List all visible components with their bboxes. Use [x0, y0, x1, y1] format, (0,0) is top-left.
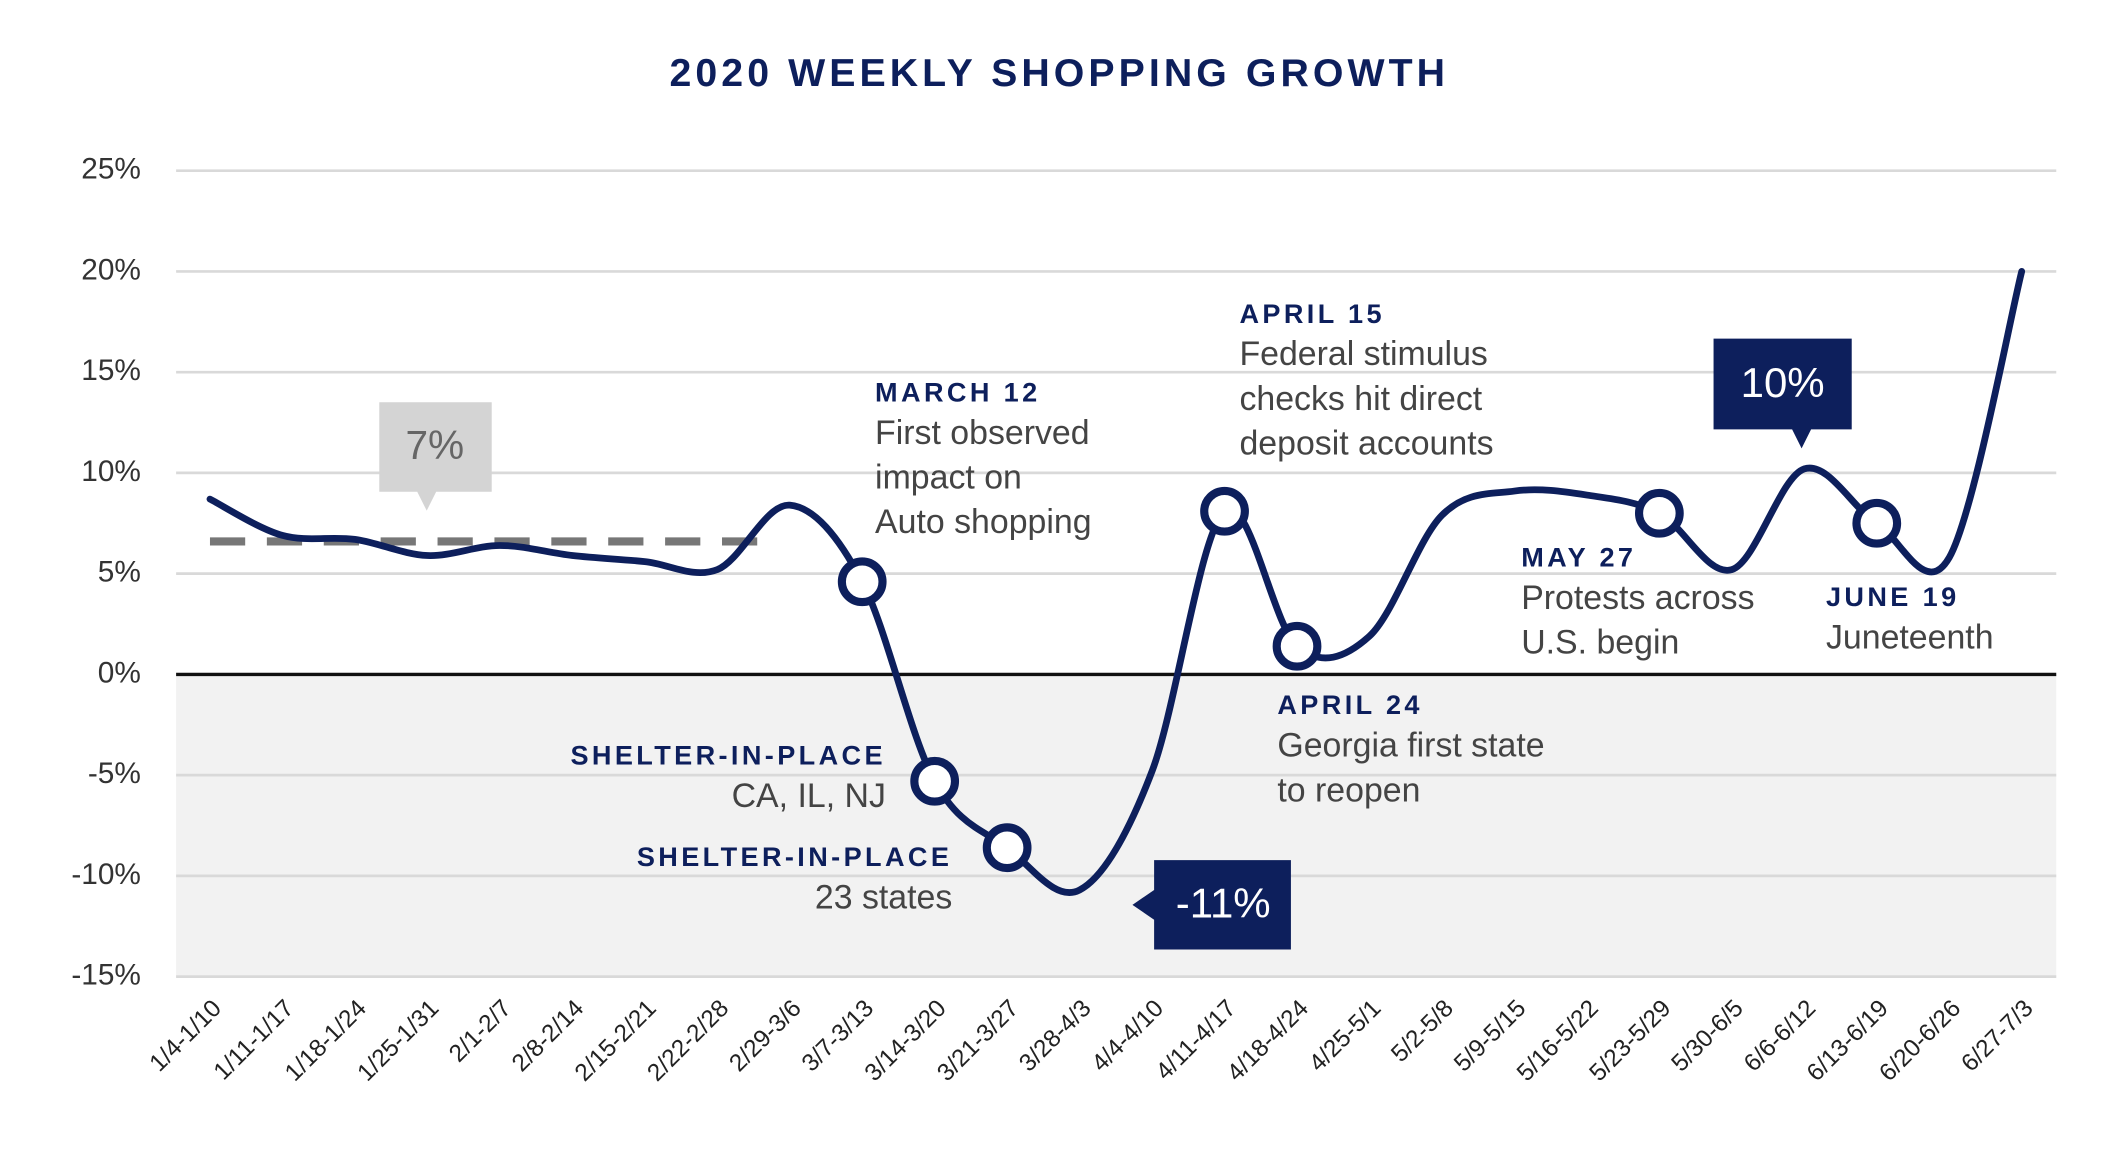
- y-tick-label: 5%: [98, 556, 141, 589]
- y-tick-label: 15%: [81, 354, 141, 387]
- y-tick-label: -10%: [71, 858, 141, 891]
- max-callout-label: 10%: [1741, 359, 1825, 406]
- highlight-marker: [1200, 486, 1249, 536]
- annotation-title: MARCH 12: [875, 376, 1041, 407]
- min-callout-label: -11%: [1176, 879, 1271, 926]
- y-tick-label: -15%: [71, 959, 141, 992]
- annotation-text: Georgia first state: [1277, 727, 1544, 765]
- annotation-text: U.S. begin: [1521, 624, 1679, 662]
- y-tick-label: -5%: [88, 757, 141, 790]
- annotation-text: Juneteenth: [1826, 618, 1994, 656]
- annotation-title: MAY 27: [1521, 542, 1636, 573]
- series-line: [206, 268, 2026, 896]
- min-callout-box: [1132, 860, 1291, 950]
- annotation-text: First observed: [875, 414, 1090, 452]
- annotation-title: SHELTER-IN-PLACE: [570, 739, 885, 770]
- annotation-text: impact on: [875, 458, 1022, 496]
- annotation-text: Protests across: [1521, 579, 1754, 617]
- highlight-marker: [1634, 488, 1684, 538]
- annotation-text: deposit accounts: [1239, 425, 1493, 463]
- y-tick-label: 20%: [81, 253, 141, 286]
- annotation-text: Auto shopping: [875, 503, 1092, 541]
- annotation-text: checks hit direct: [1239, 380, 1482, 418]
- annotation-text: Federal stimulus: [1239, 335, 1487, 373]
- annotation-title: SHELTER-IN-PLACE: [637, 841, 952, 872]
- y-tick-label: 10%: [81, 455, 141, 488]
- annotation-text: to reopen: [1277, 771, 1420, 809]
- highlight-marker: [1852, 498, 1902, 548]
- highlight-marker: [910, 756, 960, 806]
- negative-area: [176, 674, 2057, 977]
- highlight-marker: [837, 557, 887, 607]
- annotation-text: CA, IL, NJ: [732, 777, 886, 815]
- y-tick-label: 25%: [81, 153, 141, 186]
- reference-callout-box: [379, 402, 492, 511]
- annotation-title: JUNE 19: [1826, 581, 1960, 612]
- max-callout-box: [1713, 338, 1852, 449]
- highlight-marker: [982, 823, 1032, 873]
- annotation-title: APRIL 15: [1239, 298, 1384, 329]
- highlight-marker: [1272, 621, 1322, 671]
- reference-label: 7%: [405, 422, 464, 468]
- chart-title: 2020 WEEKLY SHOPPING GROWTH: [670, 51, 1450, 95]
- y-tick-label: 0%: [98, 656, 141, 689]
- annotation-title: APRIL 24: [1277, 689, 1422, 720]
- annotation-text: 23 states: [815, 878, 952, 916]
